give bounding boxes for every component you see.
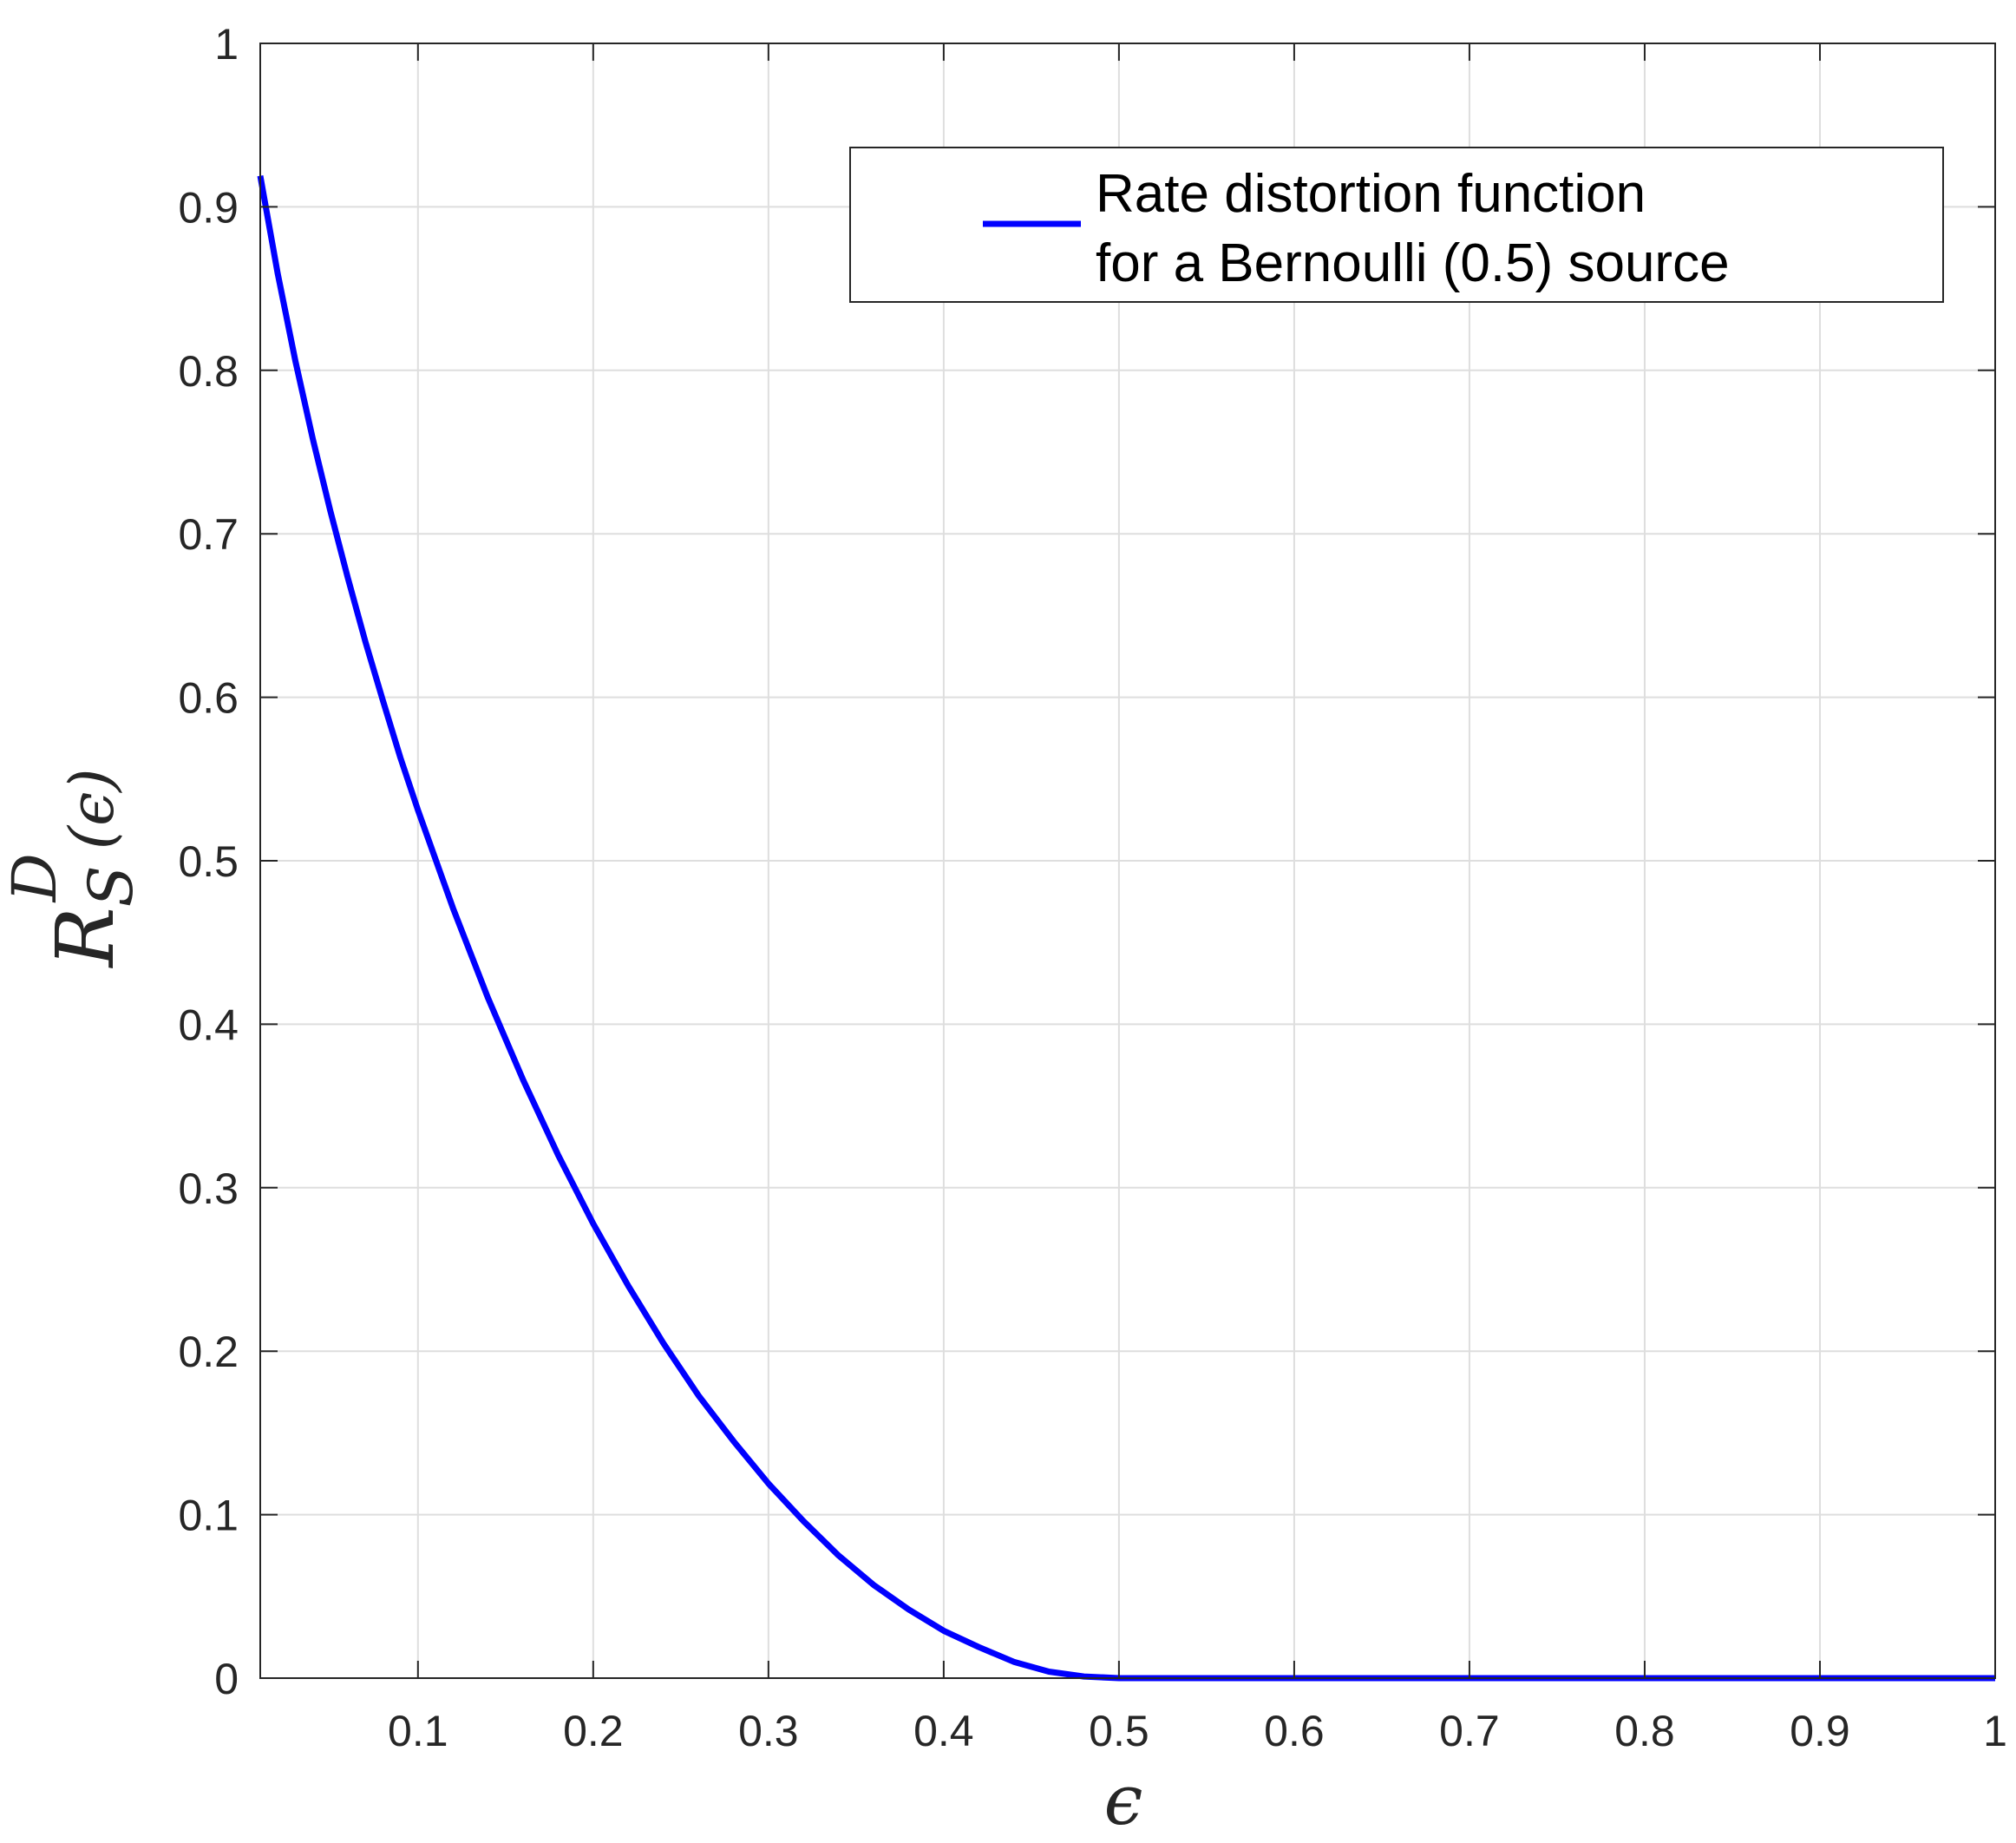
- y-tick-label: 0.1: [178, 1492, 239, 1540]
- x-axis-label: ϵ: [1104, 1760, 1143, 1840]
- y-axis-label: RSD(ϵ): [0, 768, 147, 968]
- y-label-superscript: D: [0, 853, 70, 903]
- y-tick-label: 0.2: [178, 1328, 239, 1376]
- x-tick-label: 0.6: [1264, 1707, 1325, 1755]
- y-label-base: R: [39, 907, 132, 968]
- x-tick-label: 0.2: [563, 1707, 624, 1755]
- y-label-argument: (ϵ): [56, 768, 128, 849]
- y-tick-label: 0: [214, 1655, 239, 1703]
- ticks: [260, 43, 1996, 1679]
- tick-labels: 0.1 0.2 0.3 0.4 0.5 0.6 0.7 0.8 0.9 1 0 0.1 0.2 0.3 0.…: [178, 20, 2006, 1755]
- y-tick-label: 0.7: [178, 510, 239, 559]
- y-label-subscript: S: [75, 865, 147, 907]
- x-tick-label: 1: [1983, 1707, 2007, 1755]
- series-layer: [257, 174, 1995, 1682]
- legend: Rate distortion function for a Bernoulli…: [849, 147, 1944, 303]
- x-tick-label: 0.1: [388, 1707, 448, 1755]
- x-tick-label: 0.9: [1790, 1707, 1850, 1755]
- y-tick-label: 0.9: [178, 183, 239, 232]
- y-tick-label: 0.8: [178, 347, 239, 396]
- series-line: [257, 174, 1995, 1682]
- y-tick-label: 0.4: [178, 1000, 239, 1049]
- y-tick-label: 0.3: [178, 1164, 239, 1213]
- x-tick-label: 0.8: [1614, 1707, 1675, 1755]
- legend-label-line-2: for a Bernoulli (0.5) source: [1096, 233, 1730, 293]
- y-tick-label: 1: [214, 20, 239, 69]
- x-tick-label: 0.4: [913, 1707, 974, 1755]
- legend-label-line-1: Rate distortion function: [1096, 164, 1646, 224]
- y-tick-label: 0.6: [178, 674, 239, 723]
- x-tick-label: 0.7: [1439, 1707, 1500, 1755]
- y-tick-label: 0.5: [178, 837, 239, 886]
- x-tick-label: 0.5: [1089, 1707, 1149, 1755]
- x-tick-label: 0.3: [738, 1707, 799, 1755]
